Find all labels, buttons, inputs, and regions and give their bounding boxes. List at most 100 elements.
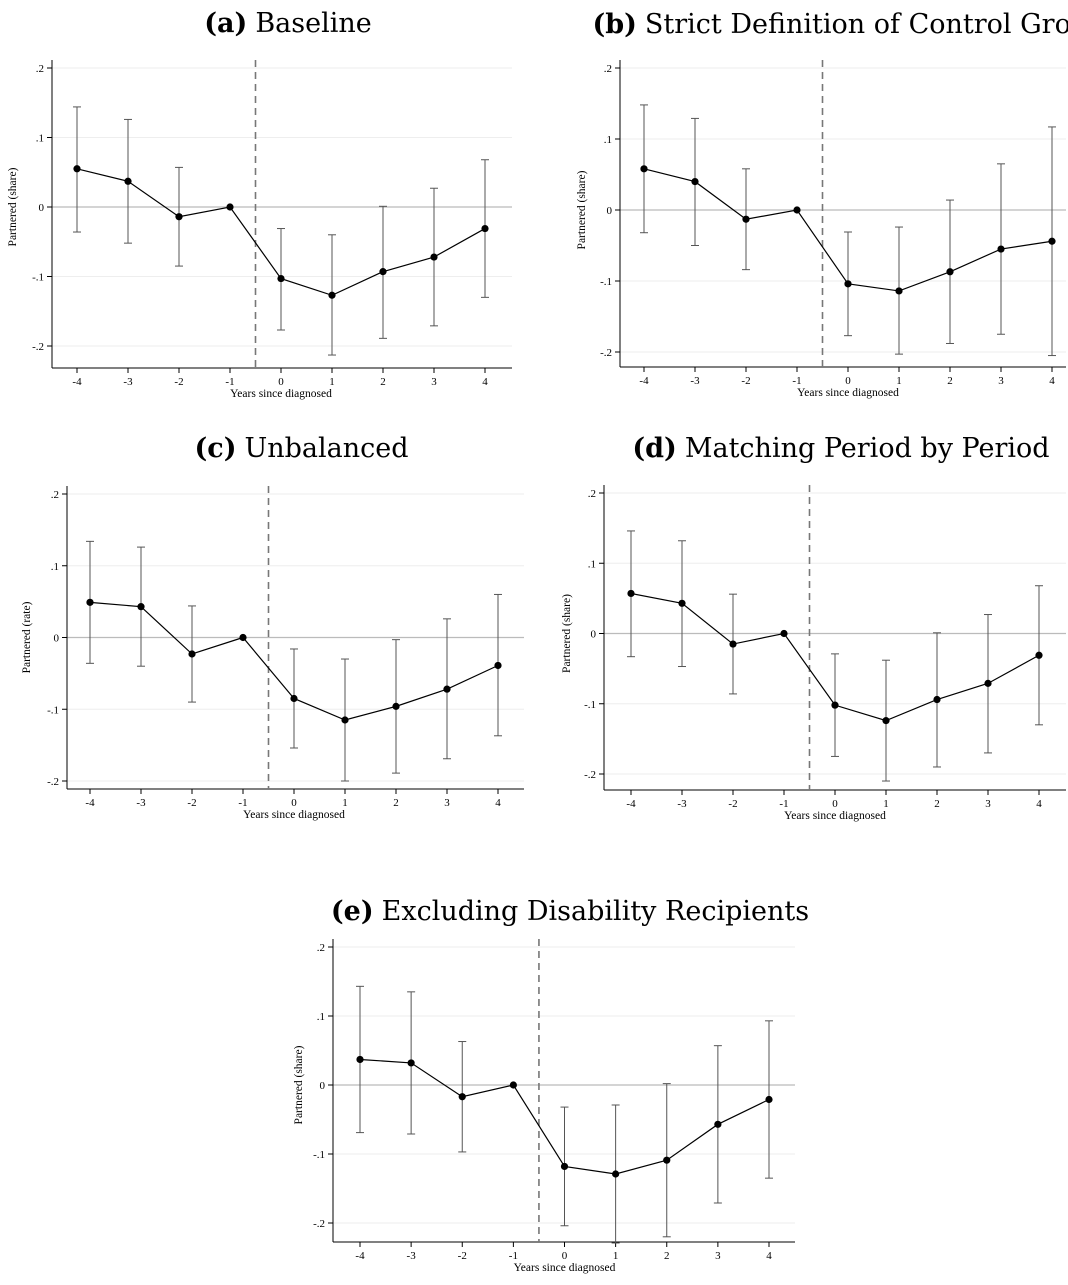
panel-title-text: Unbalanced — [244, 433, 408, 464]
x-tick-label: -2 — [741, 375, 750, 387]
x-tick-label: 2 — [934, 798, 940, 810]
x-tick-label: 3 — [998, 375, 1004, 387]
x-tick-label: -3 — [677, 798, 687, 810]
y-tick-label: -.1 — [32, 272, 44, 284]
y-tick-label: .2 — [36, 63, 44, 75]
x-tick-label: 2 — [947, 375, 953, 387]
estimate-point — [137, 603, 145, 611]
panel-title-text: Baseline — [255, 8, 371, 39]
estimate-point — [328, 291, 336, 299]
estimate-point — [691, 178, 699, 186]
panel-b: (b) Strict Definition of Control Group .2.… — [576, 9, 1068, 399]
estimate-point — [984, 679, 992, 687]
x-tick-label: -1 — [779, 798, 788, 810]
x-tick-label: -4 — [355, 1250, 365, 1262]
x-tick-label: 4 — [766, 1250, 772, 1262]
estimate-point — [407, 1059, 415, 1067]
y-tick-label: .2 — [317, 942, 325, 954]
estimate-point — [780, 629, 788, 638]
estimate-point — [356, 1055, 364, 1064]
y-tick-label: .1 — [604, 134, 612, 146]
x-tick-label: 1 — [342, 797, 348, 809]
estimate-point — [714, 1120, 722, 1128]
x-tick-label: 4 — [1049, 375, 1055, 387]
x-tick-label: -2 — [174, 376, 183, 388]
estimate-point — [458, 1093, 466, 1101]
y-tick-label: -.2 — [584, 769, 596, 781]
x-tick-label: 3 — [985, 798, 991, 810]
y-tick-label: -.2 — [32, 341, 44, 353]
y-tick-label: .2 — [588, 488, 596, 500]
panel-title-text: Excluding Disability Recipients — [382, 896, 809, 927]
y-tick-label: .2 — [51, 489, 59, 501]
estimate-point — [627, 589, 635, 598]
estimate-point — [188, 650, 196, 658]
estimate-point — [175, 213, 183, 221]
x-tick-label: 4 — [495, 797, 501, 809]
x-tick-label: 2 — [664, 1250, 670, 1262]
panel-letter: (c) — [194, 433, 236, 464]
estimate-point — [1035, 651, 1043, 659]
estimate-point — [844, 280, 852, 288]
panel-title: (a) Baseline — [204, 8, 371, 39]
x-tick-label: 0 — [278, 376, 284, 388]
estimate-point — [443, 685, 451, 693]
estimate-point — [379, 268, 387, 276]
y-tick-label: .1 — [36, 133, 44, 145]
x-tick-label: -1 — [238, 797, 247, 809]
estimate-point — [494, 661, 502, 670]
x-tick-label: -2 — [728, 798, 737, 810]
x-tick-label: -1 — [792, 375, 801, 387]
x-tick-label: -3 — [407, 1250, 417, 1262]
x-tick-label: -3 — [690, 375, 700, 387]
x-tick-label: -1 — [225, 376, 234, 388]
x-tick-label: 3 — [444, 797, 450, 809]
estimate-point — [793, 206, 801, 214]
estimate-point — [86, 598, 94, 606]
x-tick-label: 0 — [291, 797, 297, 809]
estimate-point — [640, 165, 648, 173]
estimate-point — [663, 1156, 671, 1164]
y-tick-label: .1 — [588, 558, 596, 570]
x-tick-label: 1 — [883, 798, 889, 810]
x-tick-label: 4 — [1036, 798, 1042, 810]
y-tick-label: 0 — [320, 1080, 326, 1092]
x-tick-label: 4 — [482, 376, 488, 388]
x-tick-label: 1 — [329, 376, 335, 388]
x-axis-label: Years since diagnosed — [243, 809, 345, 821]
panel-title-text: Strict Definition of Control Group — [645, 9, 1068, 40]
estimate-point — [882, 717, 890, 725]
x-tick-label: -4 — [626, 798, 636, 810]
y-tick-label: 0 — [607, 205, 613, 217]
y-tick-label: 0 — [39, 202, 45, 214]
y-tick-label: -.1 — [600, 276, 612, 288]
y-tick-label: .1 — [51, 561, 59, 573]
y-axis-label: Partnered (share) — [7, 167, 19, 246]
y-axis-label: Partnered (rate) — [21, 601, 33, 673]
estimate-point — [729, 640, 737, 648]
x-axis-label: Years since diagnosed — [514, 1262, 616, 1274]
panel-title: (c) Unbalanced — [194, 433, 408, 464]
x-tick-label: 0 — [845, 375, 851, 387]
estimate-point — [678, 599, 686, 607]
x-tick-label: 2 — [380, 376, 386, 388]
y-tick-label: -.2 — [600, 347, 612, 359]
x-tick-label: -4 — [85, 797, 95, 809]
estimate-point — [239, 633, 247, 642]
x-tick-label: -4 — [72, 376, 82, 388]
estimate-point — [341, 716, 349, 724]
y-axis-label: Partnered (share) — [576, 170, 588, 249]
estimate-point — [430, 253, 438, 261]
estimate-point — [612, 1170, 620, 1178]
panel-d: (d) Matching Period by Period .2 .1 0 -.1 -.2 -… — [561, 433, 1066, 822]
x-tick-label: 3 — [715, 1250, 721, 1262]
x-axis-label: Years since diagnosed — [784, 810, 886, 822]
panel-a: (a) Baseline .2 .1 0 -.1 -.2 -4 -3 -2 -1 0 1 2 3 4 Years… — [7, 8, 512, 400]
panel-letter: (a) — [204, 8, 247, 39]
estimate-point — [481, 224, 489, 233]
estimate-point — [742, 215, 750, 223]
y-tick-label: -.1 — [47, 704, 59, 716]
estimate-point — [946, 268, 954, 276]
y-tick-label: -.2 — [313, 1218, 325, 1230]
